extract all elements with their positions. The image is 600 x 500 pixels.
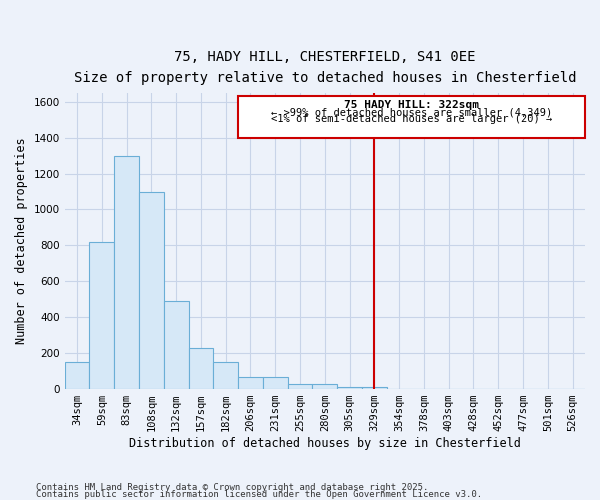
Bar [287,384,313,389]
FancyBboxPatch shape [238,96,585,138]
Text: <1% of semi-detached houses are larger (20) →: <1% of semi-detached houses are larger (… [271,114,552,124]
Bar [313,384,337,389]
Text: ← >99% of detached houses are smaller (4,349): ← >99% of detached houses are smaller (4… [271,108,552,118]
Bar [139,192,164,389]
Bar [362,388,387,389]
Y-axis label: Number of detached properties: Number of detached properties [15,138,28,344]
Bar [263,376,287,389]
Bar [238,376,263,389]
Text: 75 HADY HILL: 322sqm: 75 HADY HILL: 322sqm [344,100,479,110]
Bar [164,301,188,389]
Bar [65,362,89,389]
Bar [89,242,114,389]
Text: Contains HM Land Registry data © Crown copyright and database right 2025.: Contains HM Land Registry data © Crown c… [36,484,428,492]
Title: 75, HADY HILL, CHESTERFIELD, S41 0EE
Size of property relative to detached house: 75, HADY HILL, CHESTERFIELD, S41 0EE Siz… [74,50,576,84]
Bar [188,348,214,389]
Bar [214,362,238,389]
Bar [114,156,139,389]
X-axis label: Distribution of detached houses by size in Chesterfield: Distribution of detached houses by size … [129,437,521,450]
Text: Contains public sector information licensed under the Open Government Licence v3: Contains public sector information licen… [36,490,482,499]
Bar [337,388,362,389]
